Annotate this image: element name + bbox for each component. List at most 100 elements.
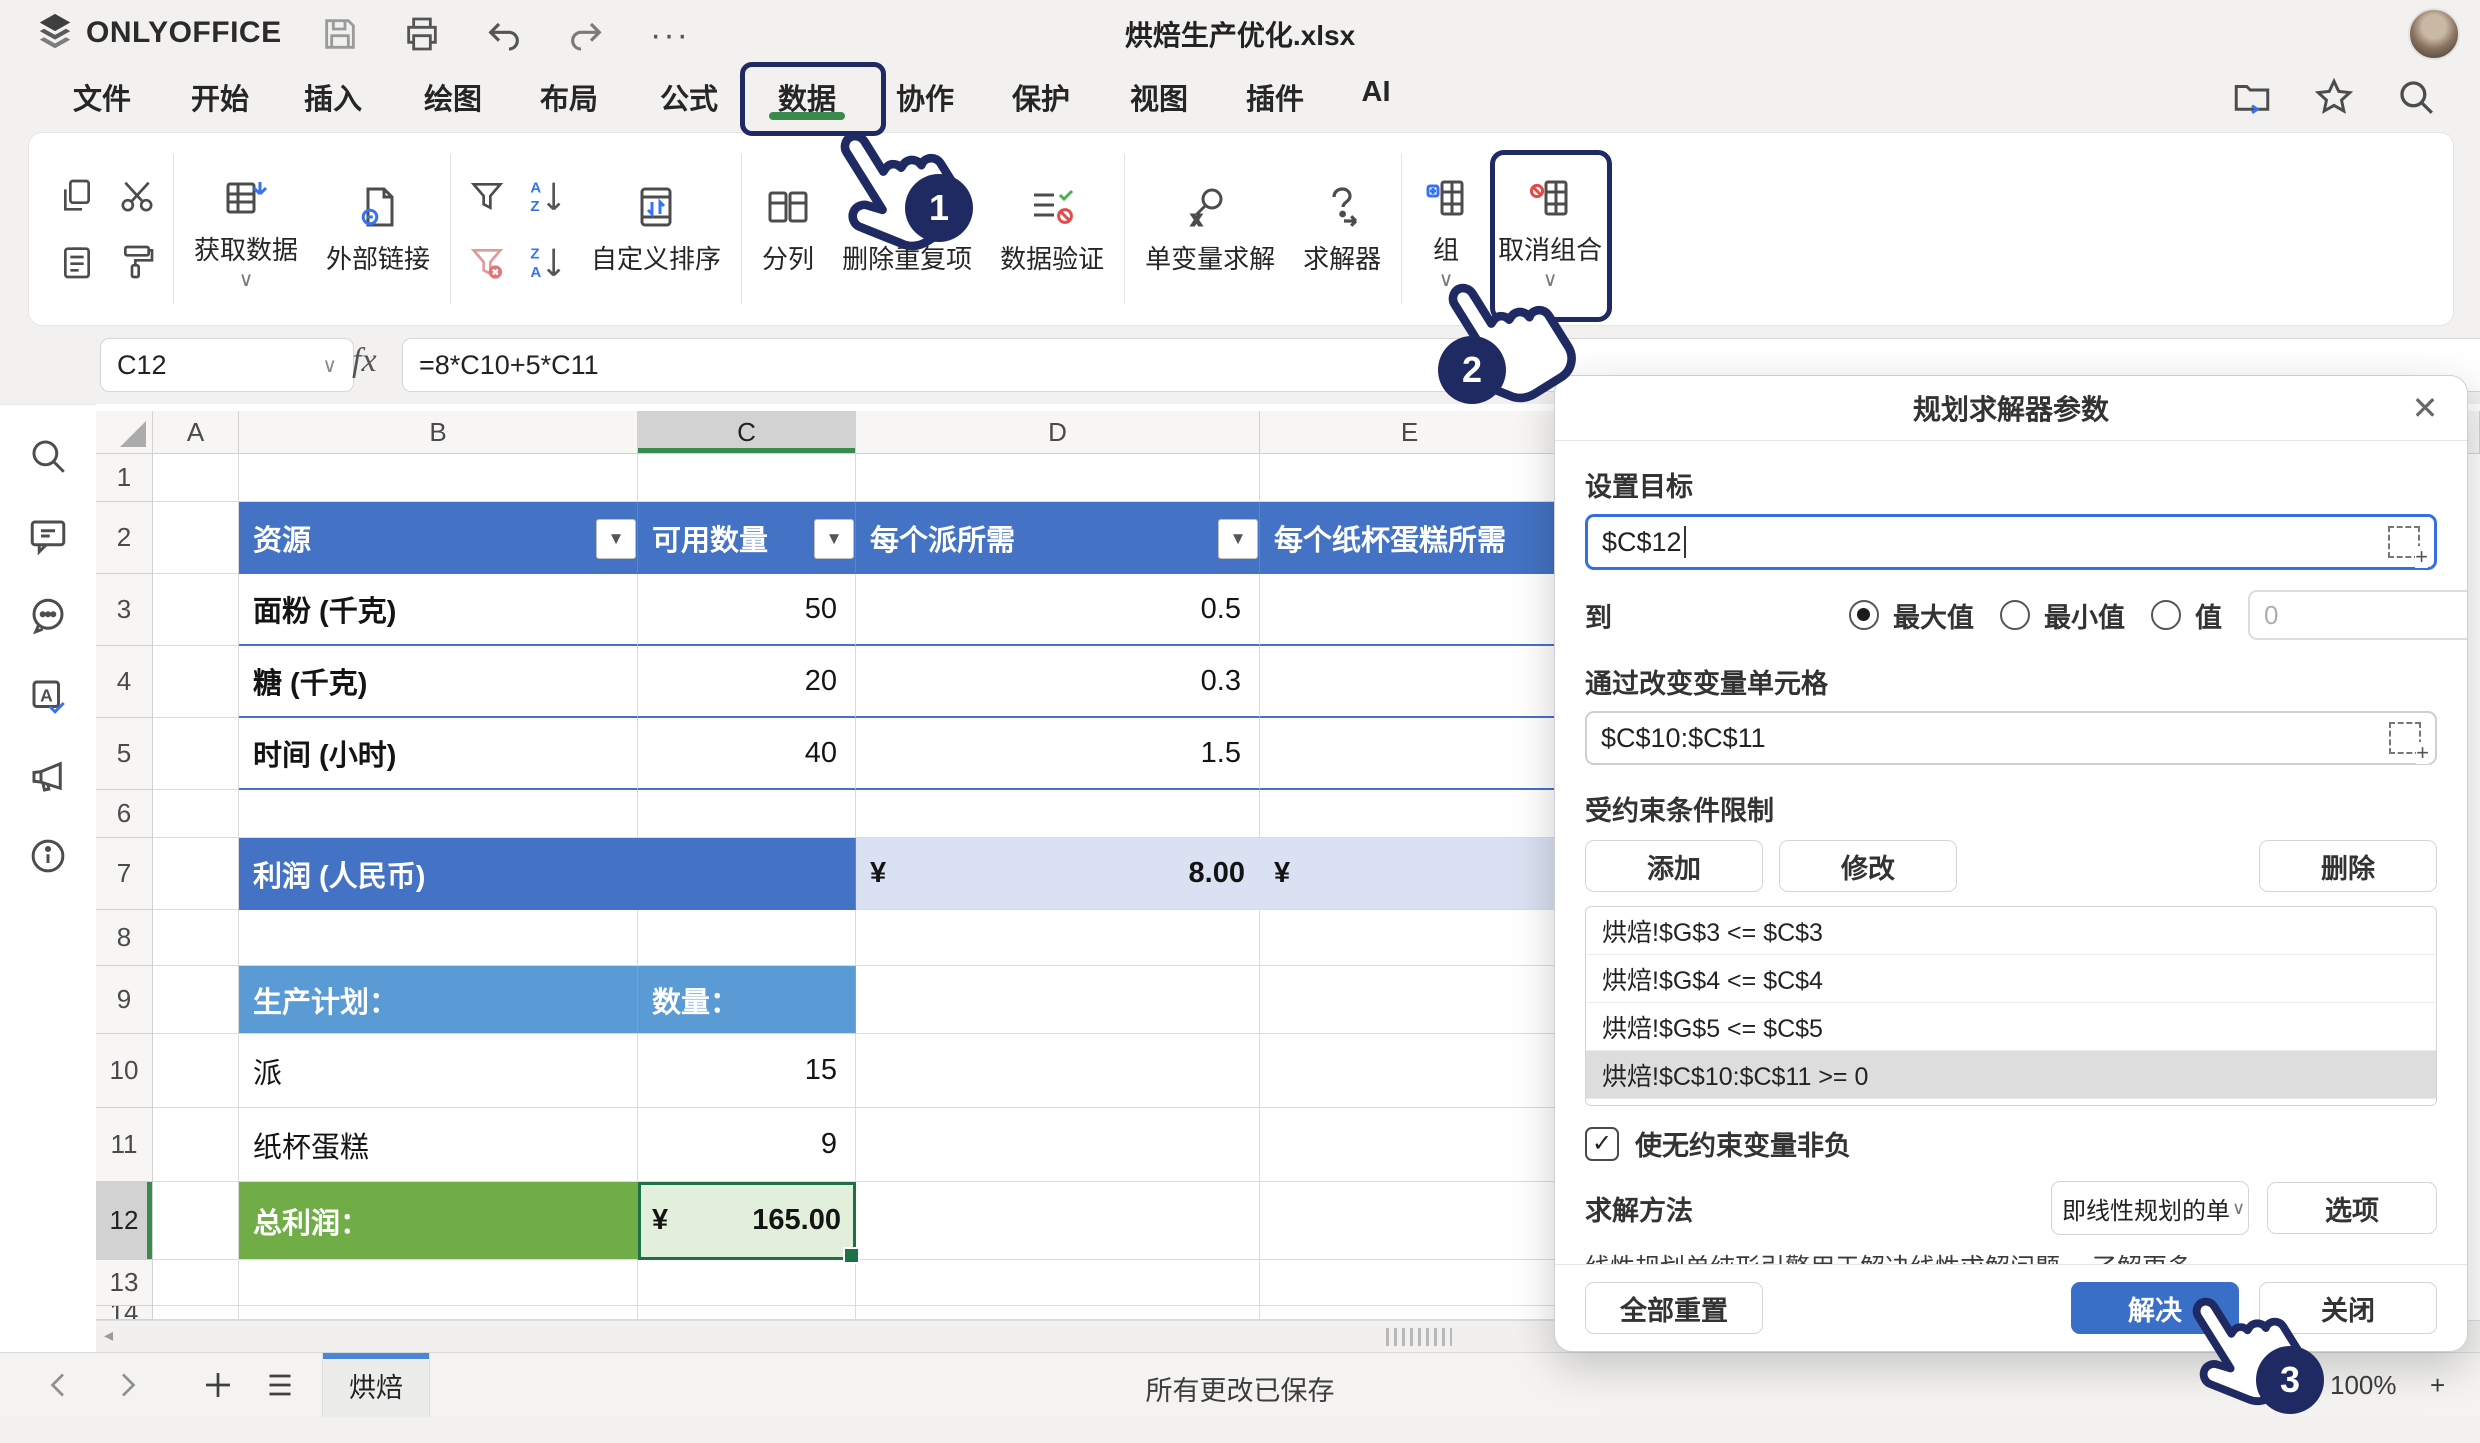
cell-c3-flour-available[interactable]: 50: [638, 574, 856, 646]
cell-d5-time-per-pie[interactable]: 1.5: [856, 718, 1260, 790]
close-button[interactable]: 关闭: [2259, 1282, 2437, 1334]
sheet-tab-baking[interactable]: 烘焙: [322, 1353, 430, 1417]
cell[interactable]: [1260, 1306, 1560, 1320]
row-header-4[interactable]: 4: [96, 646, 153, 718]
objective-input[interactable]: $C$12: [1585, 514, 2437, 570]
row-header-3[interactable]: 3: [96, 574, 153, 646]
cell[interactable]: [1260, 966, 1560, 1034]
cell-b4-sugar[interactable]: 糖 (千克): [239, 646, 638, 718]
solver-button[interactable]: 求解器: [1289, 183, 1395, 276]
nonneg-checkbox[interactable]: ✓: [1585, 1126, 1619, 1161]
sheet-list-icon[interactable]: [262, 1367, 298, 1403]
favorite-star-icon[interactable]: [2313, 76, 2355, 118]
about-info-icon[interactable]: [27, 835, 69, 877]
cell[interactable]: [153, 574, 239, 646]
next-sheet-icon[interactable]: [108, 1367, 144, 1403]
feedback-icon[interactable]: [27, 755, 69, 797]
constraint-item[interactable]: 烘焙!$G$5 <= $C$5: [1586, 1003, 2436, 1051]
row-header-12[interactable]: 12: [96, 1182, 153, 1260]
range-select-icon[interactable]: [2388, 526, 2428, 568]
group-button[interactable]: 组 ∨: [1408, 174, 1484, 290]
cell[interactable]: [153, 1306, 239, 1320]
tab-plugins[interactable]: 插件: [1245, 84, 1305, 116]
external-links-button[interactable]: 外部链接: [312, 183, 444, 276]
cell-d7-profit-value[interactable]: ¥8.00: [856, 838, 1260, 910]
cell[interactable]: [1260, 718, 1560, 790]
delete-constraint-button[interactable]: 删除: [2259, 840, 2437, 892]
radio-max-label[interactable]: 最大值: [1893, 602, 1974, 633]
cell-b7-profit-label[interactable]: 利润 (人民币): [239, 838, 856, 910]
cell[interactable]: [153, 838, 239, 910]
tab-protection[interactable]: 保护: [1011, 84, 1071, 116]
clear-filter-icon[interactable]: [467, 242, 507, 282]
column-header-c[interactable]: C: [638, 411, 856, 454]
cell-b3-flour[interactable]: 面粉 (千克): [239, 574, 638, 646]
prev-sheet-icon[interactable]: [42, 1367, 78, 1403]
tab-file[interactable]: 文件: [72, 84, 132, 116]
undo-icon[interactable]: [484, 14, 524, 54]
cell[interactable]: [638, 1306, 856, 1320]
change-constraint-button[interactable]: 修改: [1779, 840, 1957, 892]
cell-e2-per-cupcake-header[interactable]: 每个纸杯蛋糕所需: [1260, 502, 1560, 574]
cell[interactable]: [153, 502, 239, 574]
cell[interactable]: [153, 718, 239, 790]
zoom-in-button[interactable]: +: [2430, 1370, 2446, 1400]
row-header-1[interactable]: 1: [96, 454, 153, 502]
row-header-2[interactable]: 2: [96, 502, 153, 574]
tab-home[interactable]: 开始: [190, 84, 250, 116]
variables-input[interactable]: $C$10:$C$11: [1585, 711, 2437, 765]
cell-b5-time[interactable]: 时间 (小时): [239, 718, 638, 790]
search-sidebar-icon[interactable]: [27, 435, 69, 477]
constraint-item-selected[interactable]: 烘焙!$C$10:$C$11 >= 0: [1586, 1051, 2436, 1099]
cell[interactable]: [1260, 1182, 1560, 1260]
cell-c10-pie-qty[interactable]: 15: [638, 1034, 856, 1108]
spellcheck-icon[interactable]: A: [27, 675, 69, 717]
cell[interactable]: [856, 1182, 1260, 1260]
cell-c9-qty-label[interactable]: 数量：: [638, 966, 856, 1034]
cell[interactable]: [856, 790, 1260, 838]
redo-icon[interactable]: [566, 14, 606, 54]
dialog-title-bar[interactable]: 规划求解器参数 ✕: [1555, 376, 2467, 441]
row-header-7[interactable]: 7: [96, 838, 153, 910]
radio-value[interactable]: [2151, 600, 2181, 630]
paste-icon[interactable]: [57, 242, 97, 282]
row-header-13[interactable]: 13: [96, 1260, 153, 1306]
cell[interactable]: [638, 1260, 856, 1306]
cell[interactable]: [1260, 646, 1560, 718]
cell[interactable]: [856, 1260, 1260, 1306]
value-input[interactable]: [2248, 590, 2467, 640]
cell[interactable]: [856, 1034, 1260, 1108]
tab-collaboration[interactable]: 协作: [895, 84, 955, 116]
tab-view[interactable]: 视图: [1129, 84, 1189, 116]
cell[interactable]: [153, 1260, 239, 1306]
cell[interactable]: [856, 1108, 1260, 1182]
filter-button-resource[interactable]: ▼: [596, 519, 636, 559]
cut-icon[interactable]: [117, 176, 157, 216]
cell-b10-pie[interactable]: 派: [239, 1034, 638, 1108]
row-header-8[interactable]: 8: [96, 910, 153, 966]
remove-duplicates-button[interactable]: 删除重复项: [828, 183, 986, 276]
row-header-5[interactable]: 5: [96, 718, 153, 790]
cell-b11-cupcake[interactable]: 纸杯蛋糕: [239, 1108, 638, 1182]
column-header-b[interactable]: B: [239, 411, 638, 454]
cell[interactable]: [153, 454, 239, 502]
comments-icon[interactable]: [27, 515, 69, 557]
print-icon[interactable]: [402, 14, 442, 54]
cell[interactable]: [153, 1108, 239, 1182]
options-button[interactable]: 选项: [2267, 1182, 2437, 1234]
user-avatar[interactable]: [2408, 8, 2460, 60]
constraints-list[interactable]: 烘焙!$G$3 <= $C$3 烘焙!$G$4 <= $C$4 烘焙!$G$5 …: [1585, 906, 2437, 1106]
more-actions-button[interactable]: ···: [650, 16, 690, 54]
constraint-item[interactable]: 烘焙!$G$3 <= $C$3: [1586, 907, 2436, 955]
cell[interactable]: [638, 454, 856, 502]
cell-e7-profit-currency[interactable]: ¥: [1260, 838, 1560, 910]
search-icon[interactable]: [2395, 76, 2437, 118]
radio-value-label[interactable]: 值: [2195, 602, 2222, 633]
tab-ai[interactable]: AI: [1361, 76, 1391, 108]
cell-b9-plan-label[interactable]: 生产计划：: [239, 966, 638, 1034]
filter-icon[interactable]: [467, 176, 507, 216]
cell-c11-cupcake-qty[interactable]: 9: [638, 1108, 856, 1182]
radio-min-label[interactable]: 最小值: [2044, 602, 2125, 633]
cell[interactable]: [153, 1034, 239, 1108]
radio-min[interactable]: [2000, 600, 2030, 630]
